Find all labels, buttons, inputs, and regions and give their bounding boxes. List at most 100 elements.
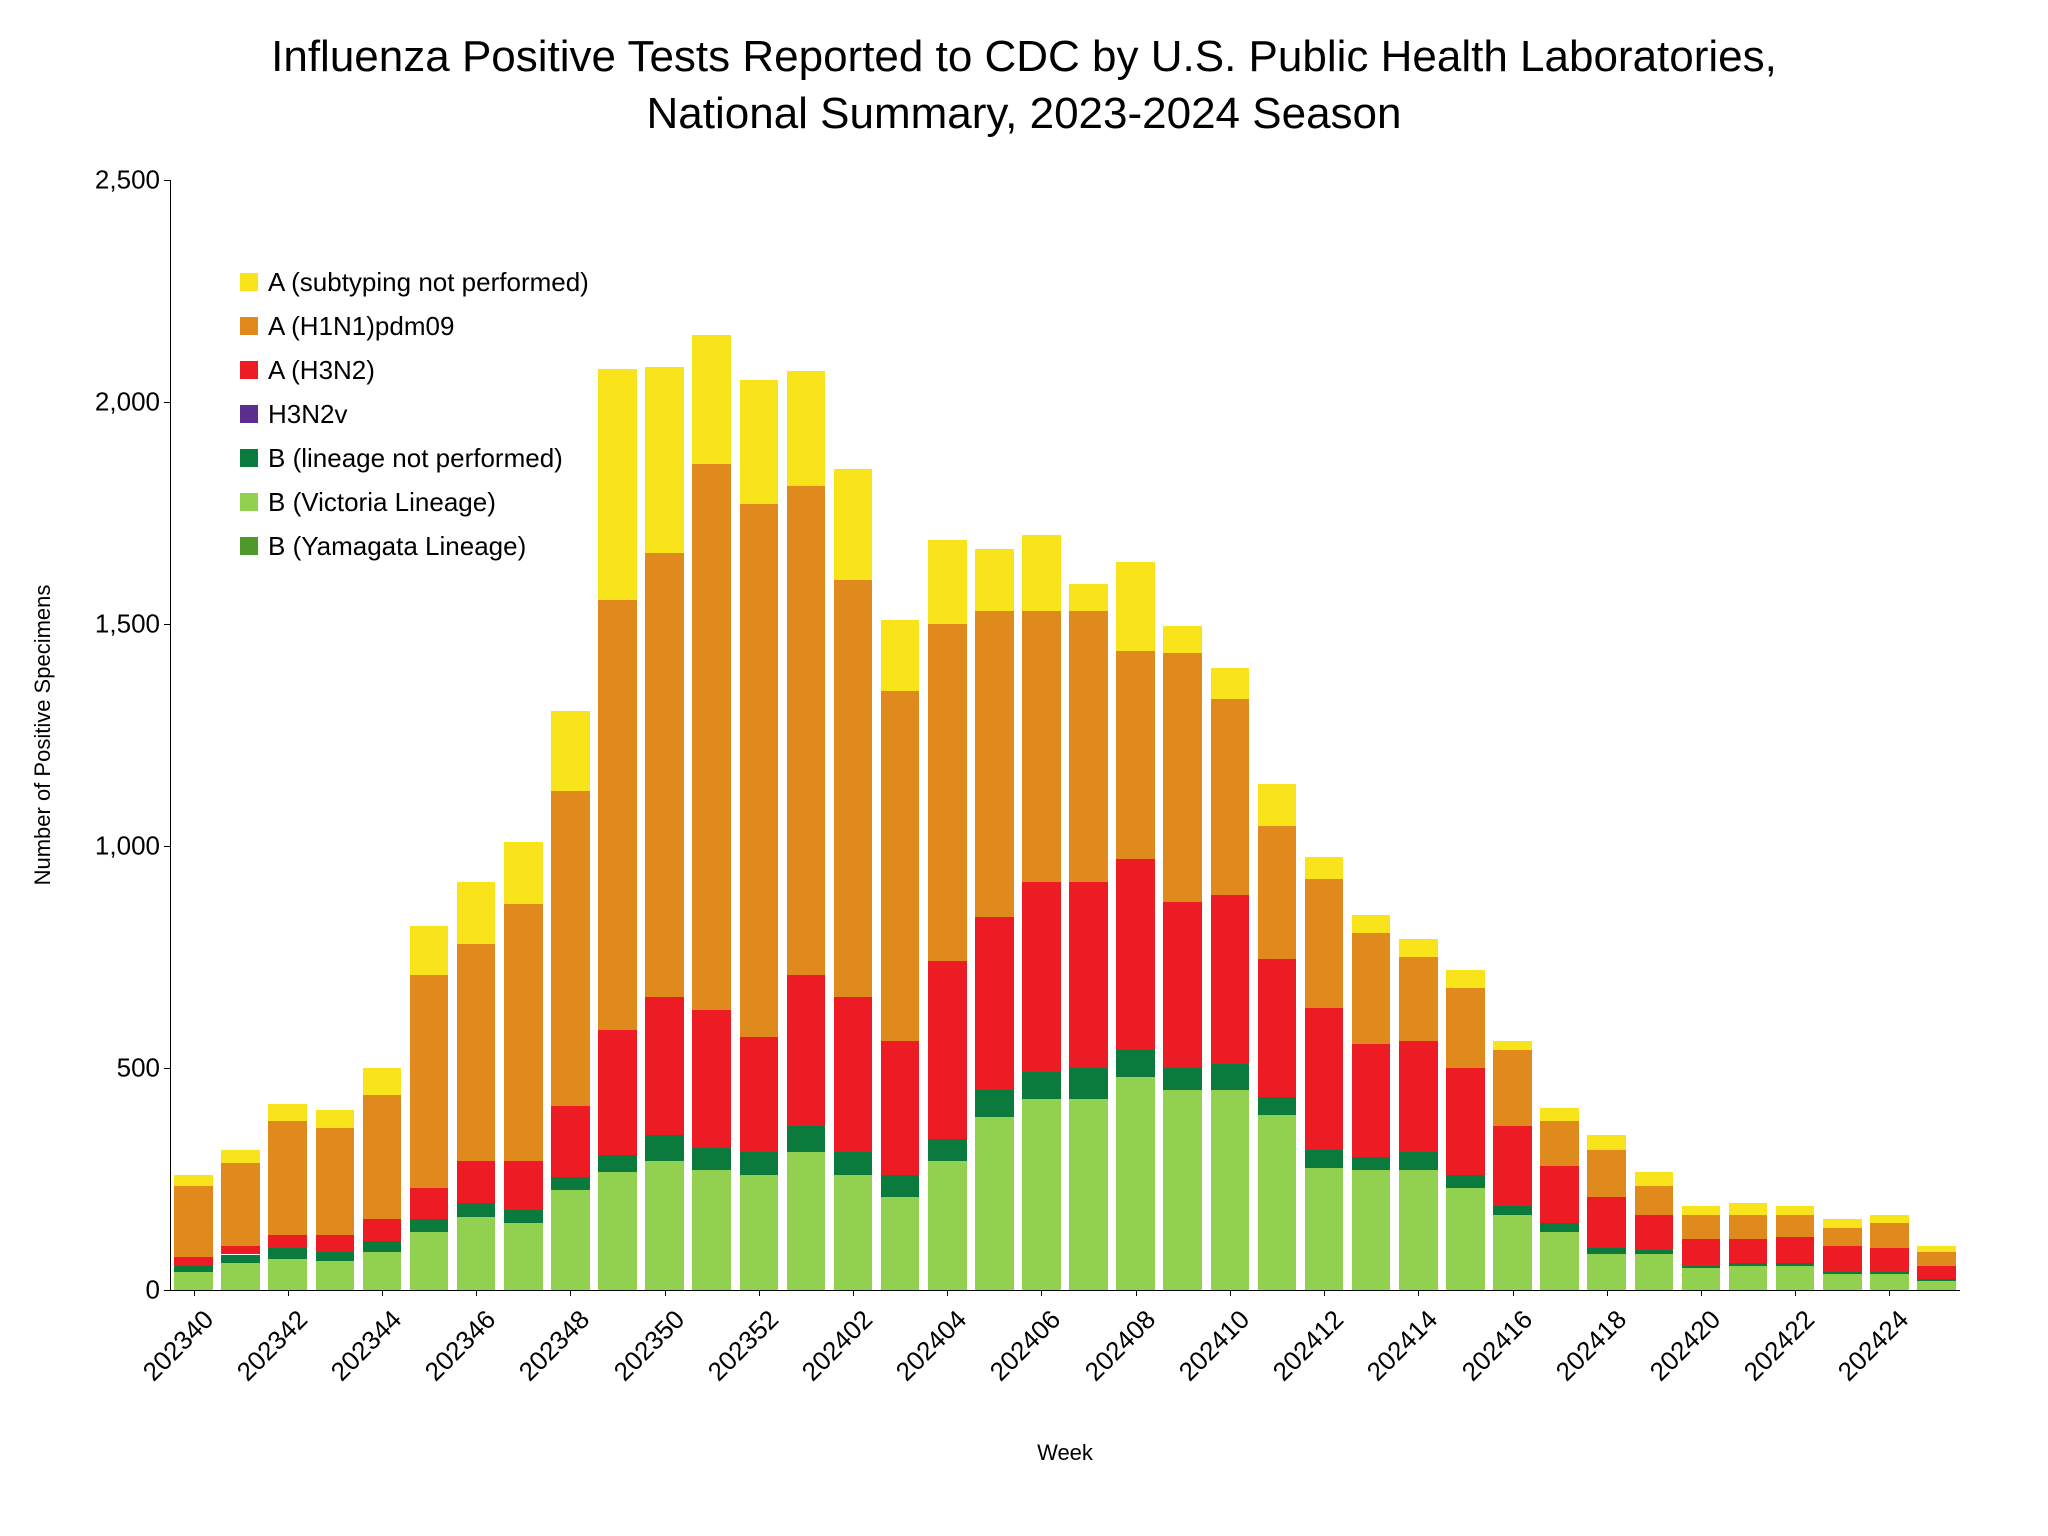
bar-segment-a_h3n2	[1682, 1239, 1721, 1266]
bar-segment-a_subtype_np	[1729, 1203, 1768, 1214]
bar-segment-a_subtype_np	[1540, 1108, 1579, 1121]
bar-segment-a_h1n1	[1682, 1215, 1721, 1239]
bar-segment-b_victoria	[1163, 1090, 1202, 1290]
bar-segment-a_subtype_np	[787, 371, 826, 486]
bar-segment-b_victoria	[1729, 1266, 1768, 1290]
bar-segment-a_h1n1	[1116, 651, 1155, 860]
bar-segment-b_lineage_np	[834, 1152, 873, 1174]
bar-segment-a_subtype_np	[1776, 1206, 1815, 1215]
bar-segment-b_lineage_np	[740, 1152, 779, 1174]
x-tick-label: 202350	[584, 1304, 691, 1411]
bar-stack	[1352, 915, 1391, 1290]
bar-segment-b_victoria	[363, 1252, 402, 1290]
legend-label: A (subtyping not performed)	[268, 267, 589, 298]
bar-segment-a_h1n1	[1635, 1186, 1674, 1215]
legend-swatch	[240, 493, 258, 511]
bar-segment-b_victoria	[1446, 1188, 1485, 1290]
bar-segment-b_lineage_np	[1682, 1266, 1721, 1268]
bar-segment-a_h1n1	[1258, 826, 1297, 959]
bar-segment-a_subtype_np	[1116, 562, 1155, 651]
bar-segment-b_victoria	[787, 1152, 826, 1290]
bar-segment-a_subtype_np	[1917, 1246, 1956, 1253]
bar-stack	[881, 620, 920, 1290]
bar-segment-a_h3n2	[316, 1235, 355, 1253]
bar-segment-a_subtype_np	[1352, 915, 1391, 933]
bar-segment-a_h3n2	[1163, 902, 1202, 1069]
bar-stack	[598, 369, 637, 1290]
bar-segment-b_lineage_np	[363, 1241, 402, 1252]
y-tick-label: 2,000	[50, 387, 160, 418]
bar-segment-b_victoria	[551, 1190, 590, 1290]
bar-segment-a_h3n2	[174, 1257, 213, 1266]
bar-segment-b_victoria	[1352, 1170, 1391, 1290]
bar-segment-a_h1n1	[221, 1163, 260, 1245]
bar-segment-b_victoria	[1635, 1254, 1674, 1290]
bar-segment-a_h3n2	[1493, 1126, 1532, 1206]
bar-segment-a_h1n1	[504, 904, 543, 1162]
bar-segment-b_lineage_np	[1540, 1223, 1579, 1232]
legend-item-h3n2v: H3N2v	[240, 392, 589, 436]
bar-segment-a_h1n1	[692, 464, 731, 1010]
bar-segment-a_subtype_np	[1870, 1215, 1909, 1224]
bar-stack	[1587, 1135, 1626, 1290]
bar-segment-a_h3n2	[221, 1246, 260, 1255]
bar-stack	[1870, 1215, 1909, 1290]
bar-segment-b_lineage_np	[221, 1255, 260, 1264]
bar-stack	[1776, 1206, 1815, 1290]
bar-segment-a_h3n2	[787, 975, 826, 1126]
bar-segment-a_subtype_np	[692, 335, 731, 464]
bar-segment-a_h3n2	[1352, 1044, 1391, 1157]
bar-segment-b_lineage_np	[1870, 1272, 1909, 1274]
bar-segment-a_h3n2	[1211, 895, 1250, 1064]
bar-segment-a_h1n1	[645, 553, 684, 997]
bar-stack	[1399, 939, 1438, 1290]
bar-segment-b_lineage_np	[1399, 1152, 1438, 1170]
bar-segment-b_lineage_np	[975, 1090, 1014, 1117]
bar-stack	[457, 882, 496, 1290]
x-tick-label: 202406	[961, 1304, 1068, 1411]
bar-segment-a_subtype_np	[551, 711, 590, 791]
x-tick-label: 202404	[866, 1304, 973, 1411]
bar-segment-a_h1n1	[834, 580, 873, 997]
x-tick-label: 202340	[113, 1304, 220, 1411]
legend-label: A (H3N2)	[268, 355, 375, 386]
bar-segment-a_subtype_np	[457, 882, 496, 944]
bar-segment-b_victoria	[1682, 1268, 1721, 1290]
bar-segment-b_victoria	[1776, 1266, 1815, 1290]
bar-segment-b_victoria	[1399, 1170, 1438, 1290]
bar-segment-b_victoria	[645, 1161, 684, 1290]
y-tick-label: 500	[50, 1053, 160, 1084]
legend-swatch	[240, 449, 258, 467]
bar-segment-b_victoria	[268, 1259, 307, 1290]
bar-stack	[975, 549, 1014, 1290]
bar-segment-a_subtype_np	[1823, 1219, 1862, 1228]
bar-segment-a_h3n2	[881, 1041, 920, 1174]
x-tick-label: 202344	[301, 1304, 408, 1411]
bar-segment-b_victoria	[174, 1272, 213, 1290]
bar-segment-a_h1n1	[598, 600, 637, 1031]
bar-stack	[834, 469, 873, 1290]
legend-label: B (Victoria Lineage)	[268, 487, 496, 518]
bar-stack	[1069, 584, 1108, 1290]
bar-segment-a_h3n2	[1870, 1248, 1909, 1272]
bar-segment-a_subtype_np	[363, 1068, 402, 1095]
bar-segment-a_subtype_np	[1163, 626, 1202, 653]
legend-label: H3N2v	[268, 399, 347, 430]
bar-segment-a_h3n2	[268, 1235, 307, 1248]
bar-segment-a_subtype_np	[504, 842, 543, 904]
bar-stack	[645, 366, 684, 1290]
bar-segment-b_victoria	[1069, 1099, 1108, 1290]
bar-segment-a_subtype_np	[1022, 535, 1061, 610]
bar-segment-a_h1n1	[1493, 1050, 1532, 1125]
bar-segment-a_h1n1	[410, 975, 449, 1188]
bar-segment-a_h3n2	[928, 961, 967, 1139]
bar-segment-b_lineage_np	[1917, 1279, 1956, 1281]
y-tick-label: 1,500	[50, 609, 160, 640]
bar-stack	[363, 1068, 402, 1290]
bar-stack	[740, 380, 779, 1290]
legend-label: B (Yamagata Lineage)	[268, 531, 526, 562]
bar-segment-a_subtype_np	[740, 380, 779, 504]
bar-segment-a_h3n2	[1729, 1239, 1768, 1263]
bar-segment-a_subtype_np	[221, 1150, 260, 1163]
bar-segment-b_lineage_np	[1729, 1263, 1768, 1265]
